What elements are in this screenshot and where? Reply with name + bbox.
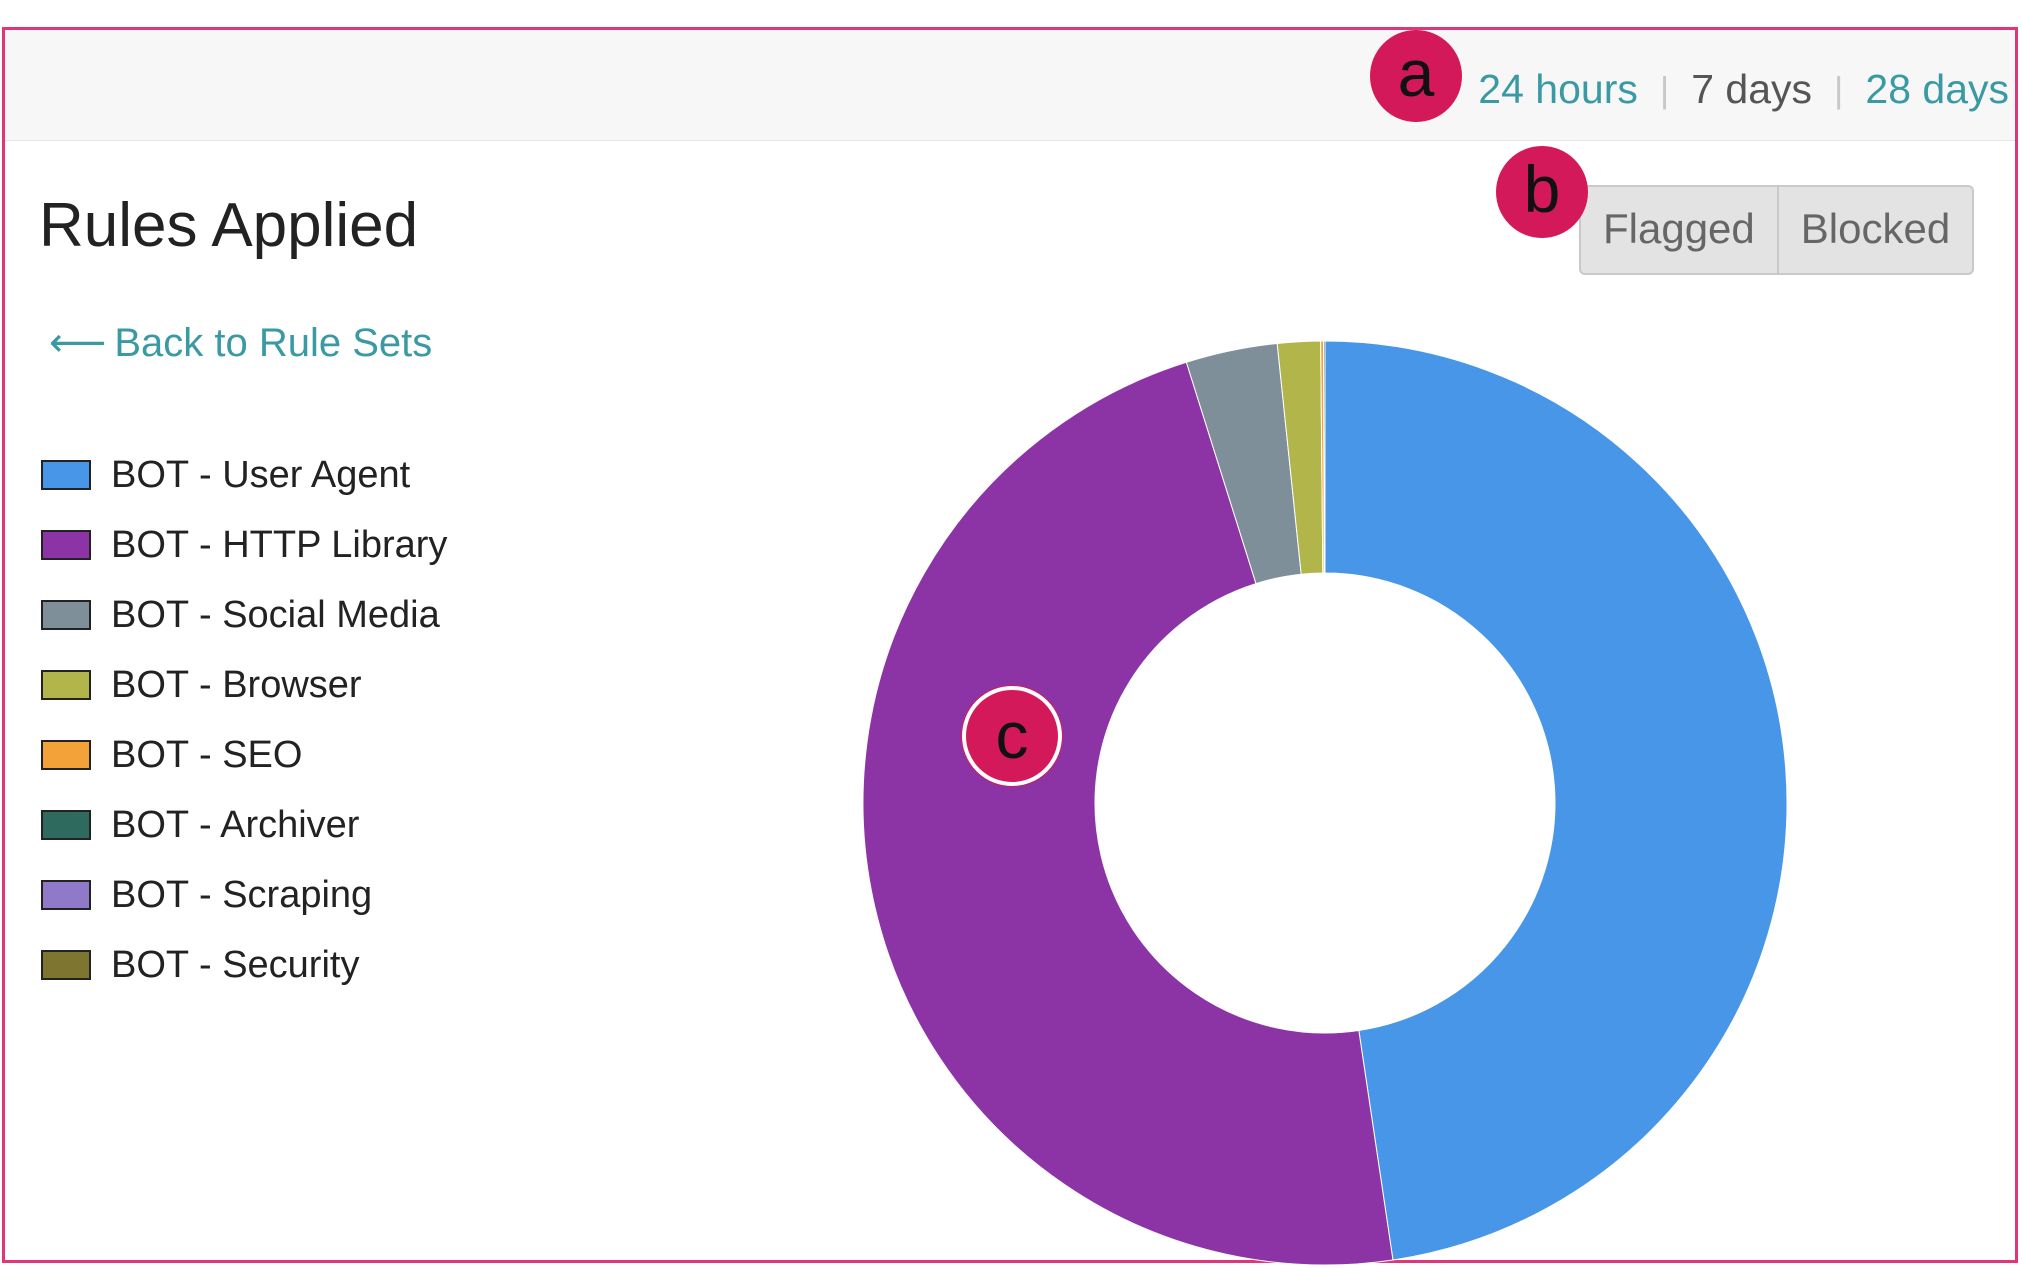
legend-swatch <box>41 950 91 980</box>
legend-label: BOT - HTTP Library <box>111 523 448 566</box>
page-title: Rules Applied <box>39 191 419 260</box>
chart-legend: BOT - User Agent BOT - HTTP Library BOT - … <box>41 440 447 1000</box>
legend-item[interactable]: BOT - HTTP Library <box>41 510 447 580</box>
callout-b: b <box>1496 146 1588 238</box>
legend-item[interactable]: BOT - Social Media <box>41 580 447 650</box>
blocked-button[interactable]: Blocked <box>1776 187 1972 273</box>
donut-slice-bot-user-agent[interactable] <box>1324 340 1788 1261</box>
time-range-selector: 24 hours | 7 days | 28 days <box>1478 66 2009 113</box>
legend-swatch <box>41 740 91 770</box>
callout-a: a <box>1370 30 1462 122</box>
rules-donut-chart <box>862 340 1788 1266</box>
legend-label: BOT - Social Media <box>111 593 440 636</box>
legend-item[interactable]: BOT - Scraping <box>41 860 447 930</box>
legend-item[interactable]: BOT - Archiver <box>41 790 447 860</box>
legend-label: BOT - Archiver <box>111 803 360 846</box>
range-28-days[interactable]: 28 days <box>1865 66 2009 112</box>
range-separator: | <box>1659 68 1670 110</box>
legend-item[interactable]: BOT - Security <box>41 930 447 1000</box>
donut-slice-bot-archiver[interactable] <box>1323 340 1326 574</box>
donut-slice-bot-http-library[interactable] <box>862 361 1394 1266</box>
legend-item[interactable]: BOT - User Agent <box>41 440 447 510</box>
flagged-blocked-toggle: Flagged Blocked <box>1579 185 1975 275</box>
back-link-label: Back to Rule Sets <box>114 320 433 365</box>
legend-item[interactable]: BOT - Browser <box>41 650 447 720</box>
legend-label: BOT - Security <box>111 943 360 986</box>
range-separator: | <box>1834 68 1844 110</box>
flagged-button[interactable]: Flagged <box>1603 205 1755 252</box>
legend-label: BOT - Scraping <box>111 873 373 916</box>
legend-swatch <box>41 810 91 840</box>
legend-item[interactable]: BOT - SEO <box>41 720 447 790</box>
back-to-rule-sets-link[interactable]: ⟵ Back to Rule Sets <box>49 320 432 366</box>
callout-c: c <box>962 686 1062 786</box>
legend-label: BOT - SEO <box>111 733 303 776</box>
dashboard-panel: 24 hours | 7 days | 28 days Rules Applie… <box>2 27 2018 1266</box>
legend-label: BOT - User Agent <box>111 453 411 496</box>
legend-swatch <box>41 880 91 910</box>
range-24-hours[interactable]: 24 hours <box>1478 66 1638 112</box>
legend-swatch <box>41 670 91 700</box>
legend-swatch <box>41 530 91 560</box>
legend-swatch <box>41 600 91 630</box>
time-range-bar: 24 hours | 7 days | 28 days <box>5 30 2015 141</box>
legend-swatch <box>41 460 91 490</box>
legend-label: BOT - Browser <box>111 663 362 706</box>
arrow-left-icon: ⟵ <box>49 321 107 365</box>
range-7-days[interactable]: 7 days <box>1691 66 1813 112</box>
